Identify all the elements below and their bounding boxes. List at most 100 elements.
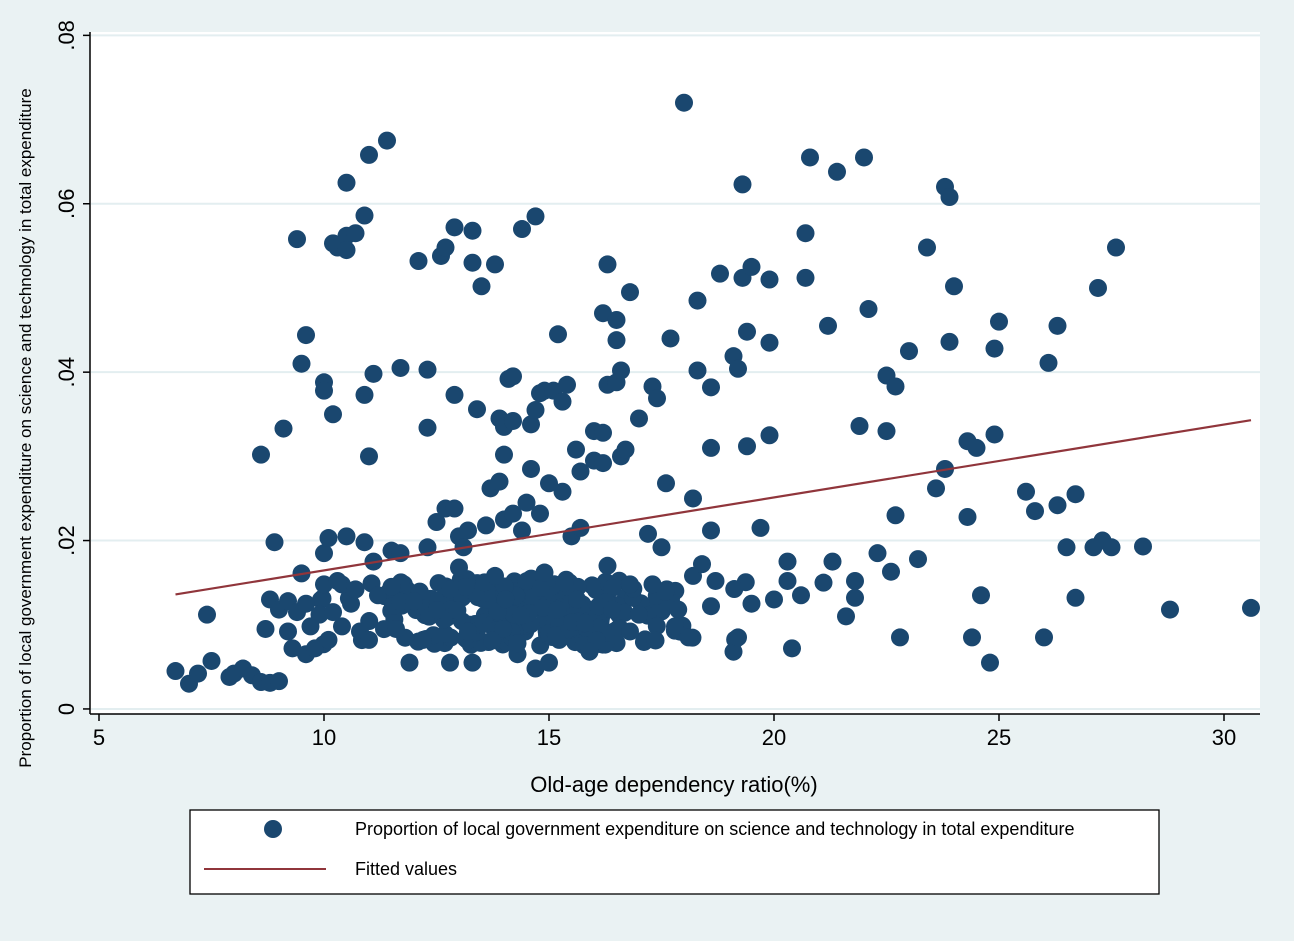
- scatter-point: [760, 426, 779, 445]
- scatter-point: [1035, 628, 1053, 647]
- scatter-point: [445, 499, 464, 518]
- legend-label-fit-line: Fitted values: [355, 859, 457, 879]
- scatter-point: [724, 642, 743, 661]
- scatter-point: [1242, 598, 1260, 617]
- scatter-point: [985, 425, 1004, 444]
- scatter-point: [738, 437, 756, 456]
- scatter-point: [621, 622, 639, 641]
- x-axis-title: Old-age dependency ratio(%): [530, 772, 817, 797]
- scatter-point: [621, 283, 639, 302]
- scatter-point: [598, 255, 617, 274]
- scatter-point: [414, 630, 432, 649]
- scatter-point: [297, 594, 315, 613]
- scatter-point: [522, 415, 540, 434]
- scatter-point: [297, 326, 315, 345]
- scatter-point: [580, 642, 599, 661]
- scatter-point: [778, 571, 797, 590]
- scatter-point: [823, 552, 842, 571]
- scatter-point: [1066, 588, 1085, 607]
- scatter-point: [603, 579, 622, 598]
- scatter-point: [647, 617, 666, 636]
- y-tick-label: .04: [54, 357, 79, 388]
- scatter-point: [918, 238, 936, 257]
- scatter-point: [346, 224, 365, 243]
- scatter-point: [607, 310, 626, 329]
- scatter-point: [1017, 482, 1035, 501]
- scatter-point: [616, 440, 635, 459]
- x-tick-label: 30: [1212, 725, 1236, 750]
- scatter-point: [1057, 538, 1076, 557]
- scatter-point: [252, 445, 270, 464]
- scatter-point: [669, 600, 688, 619]
- scatter-point: [472, 277, 491, 296]
- scatter-point: [666, 617, 684, 636]
- scatter-point: [855, 148, 873, 167]
- scatter-point: [319, 529, 338, 548]
- scatter-point: [459, 521, 477, 540]
- scatter-point: [1102, 538, 1121, 557]
- scatter-point: [1039, 353, 1058, 372]
- scatter-point: [555, 573, 574, 592]
- scatter-point: [688, 361, 707, 380]
- scatter-point: [337, 527, 356, 546]
- scatter-points: [166, 93, 1260, 693]
- scatter-point: [526, 401, 545, 420]
- scatter-point: [441, 580, 459, 599]
- scatter-point: [643, 575, 662, 594]
- scatter-point: [1048, 316, 1067, 335]
- scatter-point: [387, 619, 405, 638]
- scatter-point: [459, 622, 477, 641]
- scatter-point: [360, 630, 378, 649]
- scatter-point: [441, 653, 459, 672]
- scatter-point: [567, 440, 585, 459]
- scatter-point: [310, 605, 329, 624]
- scatter-point: [868, 544, 887, 563]
- scatter-point: [315, 381, 333, 400]
- scatter-point: [549, 325, 567, 344]
- scatter-point: [945, 277, 963, 296]
- scatter-point: [648, 389, 666, 408]
- scatter-point: [702, 597, 720, 616]
- scatter-point: [494, 619, 513, 638]
- scatter-point: [306, 639, 324, 658]
- scatter-point: [1107, 238, 1125, 257]
- scatter-point: [1026, 502, 1044, 521]
- scatter-point: [463, 221, 482, 240]
- scatter-point: [846, 588, 864, 607]
- scatter-point: [418, 418, 437, 437]
- x-tick-label: 20: [762, 725, 786, 750]
- scatter-point: [522, 459, 540, 478]
- scatter-point: [315, 575, 333, 594]
- scatter-point: [382, 577, 401, 596]
- y-axis-title: Proportion of local government expenditu…: [16, 88, 35, 768]
- scatter-point: [189, 664, 207, 683]
- scatter-point: [274, 419, 293, 438]
- scatter-point: [886, 377, 905, 396]
- scatter-point: [859, 300, 878, 319]
- scatter-point: [279, 622, 297, 641]
- scatter-point: [583, 576, 602, 595]
- scatter-point: [202, 651, 221, 670]
- scatter-point: [891, 628, 909, 647]
- scatter-point: [256, 619, 275, 638]
- scatter-point: [729, 628, 747, 647]
- scatter-point: [652, 538, 671, 557]
- scatter-point: [850, 417, 869, 436]
- scatter-point: [630, 605, 648, 624]
- scatter-point: [568, 590, 587, 609]
- scatter-point: [603, 600, 621, 619]
- scatter-point: [456, 578, 475, 597]
- scatter-point: [540, 474, 558, 493]
- scatter-point: [483, 631, 502, 650]
- scatter-point: [270, 672, 288, 691]
- x-tick-label: 5: [93, 725, 105, 750]
- legend: Proportion of local government expenditu…: [189, 809, 1160, 895]
- scatter-point: [846, 571, 864, 590]
- scatter-point: [778, 552, 797, 571]
- scatter-point: [828, 162, 846, 181]
- scatter-point: [927, 479, 945, 498]
- scatter-point: [958, 507, 977, 526]
- scatter-point: [346, 580, 365, 599]
